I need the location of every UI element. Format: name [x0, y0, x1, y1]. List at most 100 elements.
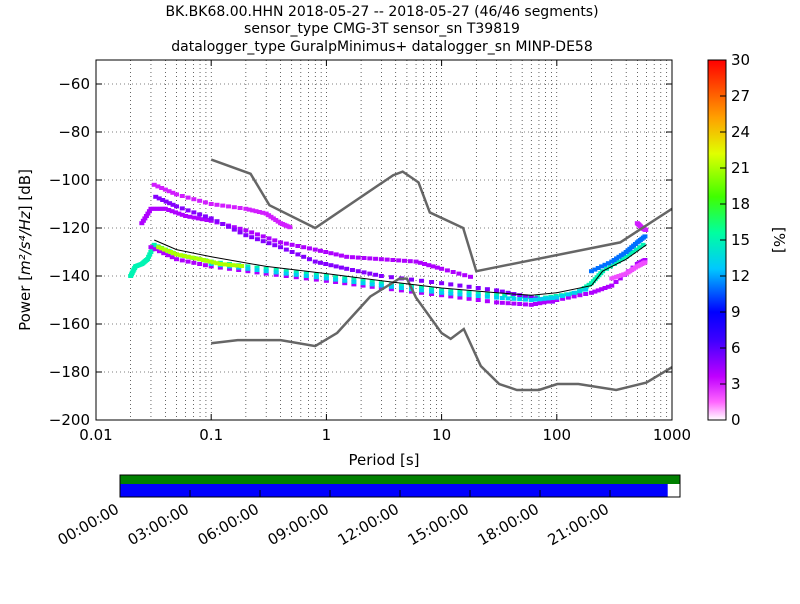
psd-cell — [456, 271, 462, 276]
psd-cell — [231, 205, 237, 210]
psd-cell — [419, 290, 425, 295]
psd-cell — [226, 204, 232, 209]
psd-cell — [283, 247, 289, 252]
psd-cell — [148, 250, 154, 254]
low-noise-model-line — [211, 277, 672, 392]
psd-cell — [554, 298, 560, 302]
psd-cell — [360, 283, 366, 288]
psd-cell — [333, 277, 339, 282]
psd-cell — [231, 225, 237, 230]
psd-cell — [642, 258, 648, 262]
psd-cell — [466, 293, 472, 298]
y-axis-label: Power [m²/s⁴/Hz] [dB] — [16, 169, 34, 331]
psd-cell — [361, 270, 367, 275]
psd-cell — [342, 278, 348, 283]
psd-cell — [429, 287, 435, 292]
psd-cell — [204, 258, 210, 263]
psd-cell — [619, 257, 625, 262]
psd-cell — [323, 250, 329, 254]
psd-cell — [457, 283, 463, 288]
psd-cell — [293, 270, 299, 275]
psd-cell — [407, 259, 413, 264]
psd-cell — [166, 208, 172, 212]
psd-cell — [222, 262, 228, 267]
title-line-2: sensor_type CMG-3T sensor_sn T39819 — [244, 21, 520, 37]
psd-cell — [266, 241, 272, 246]
psd-cell — [254, 232, 260, 237]
psd-cell — [283, 269, 289, 274]
psd-cell — [162, 206, 168, 211]
psd-cell — [306, 257, 312, 262]
psd-cell — [239, 264, 245, 268]
psd-cell — [207, 259, 213, 264]
psd-cell — [349, 268, 355, 272]
x-tick-label: 0.01 — [79, 426, 112, 444]
psd-cell — [388, 275, 394, 280]
psd-cell — [152, 247, 158, 252]
psd-cell — [545, 296, 551, 301]
psd-cell — [197, 262, 203, 266]
psd-cell — [349, 255, 355, 260]
x-tick-label: 10 — [432, 426, 451, 444]
y-tick-label: −100 — [49, 171, 90, 189]
psd-cell — [183, 214, 189, 218]
psd-cell — [226, 224, 232, 229]
psd-cell — [613, 280, 619, 284]
psd-cell — [541, 296, 547, 301]
psd-cell — [145, 257, 151, 262]
psd-cell — [260, 234, 266, 239]
psd-cell — [227, 266, 233, 271]
psd-cell — [156, 249, 162, 254]
x-tick-label: 0.1 — [199, 426, 223, 444]
psd-cell — [197, 198, 203, 203]
high-noise-model-line — [210, 158, 672, 273]
psd-cell — [155, 184, 161, 189]
psd-cell — [249, 230, 255, 235]
psd-cell — [426, 263, 432, 268]
psd-cell — [517, 297, 523, 302]
psd-cell — [208, 218, 214, 223]
time-tick-label: 06:00:00 — [195, 500, 262, 549]
psd-cell — [583, 292, 589, 296]
time-tick-label: 00:00:00 — [55, 500, 122, 549]
psd-cell — [287, 225, 293, 230]
psd-cell — [533, 297, 539, 302]
psd-cell — [565, 295, 571, 300]
plot-frame — [95, 59, 673, 421]
psd-cell — [398, 286, 404, 290]
psd-cell — [214, 202, 220, 207]
psd-cell — [537, 301, 543, 306]
x-axis-label: Period [s] — [348, 451, 419, 469]
psd-cell — [550, 296, 556, 300]
psd-cell — [202, 200, 208, 205]
psd-cell — [338, 253, 344, 258]
psd-cell — [583, 287, 589, 292]
psd-cell — [147, 252, 153, 257]
psd-cell — [605, 284, 611, 289]
psd-cell — [588, 290, 594, 295]
psd-cell — [577, 293, 583, 298]
psd-cell — [422, 262, 428, 266]
psd-cell — [457, 292, 463, 297]
psd-cell — [283, 271, 289, 276]
psd-cell — [254, 268, 260, 272]
psd-cell — [217, 265, 223, 270]
psd-cell — [448, 282, 454, 287]
psd-cell — [328, 251, 334, 256]
psd-cell — [149, 247, 155, 252]
psd-cell — [145, 211, 151, 216]
psd-cell — [312, 259, 318, 264]
psd-cell — [169, 255, 175, 260]
psd-cell — [234, 263, 240, 268]
psd-cell — [627, 252, 633, 257]
psd-cell — [599, 287, 605, 292]
psd-cell — [263, 266, 269, 271]
time-tick-label: 03:00:00 — [125, 500, 192, 549]
psd-cell — [278, 240, 284, 245]
psd-cell — [511, 301, 517, 306]
psd-cell — [146, 209, 152, 214]
psd-cell — [369, 282, 375, 287]
psd-cell — [605, 261, 611, 266]
psd-cell — [599, 264, 605, 269]
psd-cell — [537, 297, 543, 302]
